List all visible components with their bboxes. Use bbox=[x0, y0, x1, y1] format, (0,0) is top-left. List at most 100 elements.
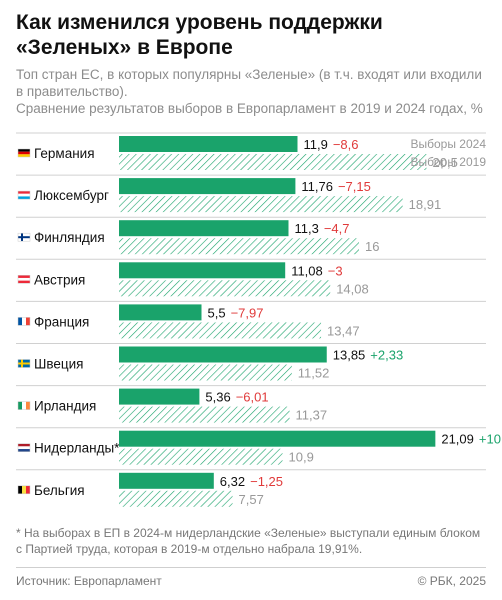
delta-label: −6,01 bbox=[236, 390, 269, 405]
chart-subtitle: Топ стран ЕС, в которых популярны «Зелен… bbox=[16, 67, 482, 99]
delta-label: −7,15 bbox=[338, 179, 371, 194]
value-label-2024: 11,3 bbox=[295, 221, 319, 236]
delta-label: −1,25 bbox=[250, 474, 283, 489]
footer-divider bbox=[16, 567, 486, 568]
bar-2019 bbox=[119, 322, 322, 339]
austria-flag-border bbox=[17, 275, 31, 284]
bar-2024 bbox=[119, 346, 327, 363]
france-flag-part bbox=[22, 317, 26, 326]
ireland-flag-part bbox=[18, 401, 22, 410]
sweden-flag-border bbox=[17, 359, 31, 368]
luxembourg-flag-part bbox=[18, 193, 30, 197]
luxembourg-flag-border bbox=[17, 190, 31, 200]
source-note: Источник: Европарламент bbox=[16, 574, 162, 588]
france-flag bbox=[17, 317, 31, 326]
finland-flag-border bbox=[17, 232, 31, 242]
bar-2024 bbox=[119, 388, 200, 405]
value-label-2019: 7,57 bbox=[239, 492, 264, 507]
bar-2019 bbox=[119, 490, 233, 507]
finland-flag-part bbox=[18, 236, 30, 239]
value-label-2019: 14,08 bbox=[336, 281, 369, 296]
sweden-flag bbox=[17, 359, 31, 368]
bar-2019 bbox=[119, 448, 283, 465]
value-label-2019: 16 bbox=[365, 239, 379, 254]
luxembourg-flag bbox=[17, 190, 31, 200]
delta-label: −7,97 bbox=[231, 305, 264, 320]
value-label-2019: 13,47 bbox=[327, 323, 360, 338]
netherlands-flag-border bbox=[17, 443, 31, 452]
category-label: Бельгия bbox=[34, 483, 85, 498]
value-label-2019: 10,9 bbox=[289, 450, 314, 465]
bar-2024 bbox=[119, 472, 214, 489]
category-label: Германия bbox=[34, 146, 95, 161]
belgium-flag-part bbox=[26, 485, 30, 494]
category-label: Нидерланды* bbox=[34, 441, 120, 456]
value-label-2024: 21,09 bbox=[441, 432, 474, 447]
value-label-2019: 18,91 bbox=[409, 197, 442, 212]
bar-2024 bbox=[119, 262, 286, 279]
bar-chart: Германия 11,9 −8,6 20,5 Люксембург 11,76 −7,15… bbox=[16, 132, 502, 507]
finland-flag bbox=[17, 232, 31, 242]
netherlands-flag-part bbox=[18, 443, 30, 447]
germany-flag-part bbox=[18, 151, 30, 155]
value-label-2024: 5,36 bbox=[205, 390, 230, 405]
netherlands-flag-part bbox=[18, 446, 30, 450]
bar-2019 bbox=[119, 364, 292, 381]
bar-2024 bbox=[119, 430, 436, 447]
value-label-2019: 11,37 bbox=[296, 408, 328, 423]
category-label: Финляндия bbox=[34, 230, 105, 245]
france-flag-part bbox=[18, 317, 22, 326]
bar-2024 bbox=[119, 136, 298, 152]
ireland-flag-part bbox=[22, 401, 26, 410]
bar-2019 bbox=[119, 280, 331, 297]
france-flag-part bbox=[26, 317, 30, 326]
delta-label: −3 bbox=[328, 263, 343, 278]
value-label-2024: 6,32 bbox=[220, 474, 245, 489]
germany-flag-part bbox=[18, 154, 30, 157]
austria-flag-part bbox=[18, 277, 30, 281]
legend-2019: Выборы 2019 bbox=[410, 155, 486, 169]
belgium-flag bbox=[17, 485, 31, 495]
legend-2024: Выборы 2024 bbox=[410, 137, 486, 151]
ireland-flag-border bbox=[17, 401, 31, 410]
delta-label: −8,6 bbox=[333, 137, 359, 152]
chart-subtitle-comparison: Сравнение результатов выборов в Европарл… bbox=[16, 101, 483, 116]
sweden-flag-part bbox=[18, 362, 30, 365]
austria-flag-part bbox=[18, 275, 30, 278]
value-label-2024: 11,9 bbox=[304, 137, 328, 152]
germany-flag-part bbox=[18, 149, 30, 152]
ireland-flag bbox=[17, 401, 31, 410]
bar-2019 bbox=[119, 406, 290, 423]
value-label-2024: 13,85 bbox=[333, 348, 366, 363]
value-label-2024: 11,76 bbox=[301, 179, 333, 194]
bar-2024 bbox=[119, 220, 289, 237]
france-flag-border bbox=[17, 317, 31, 326]
delta-label: +10,19 bbox=[479, 432, 502, 447]
category-label: Ирландия bbox=[34, 399, 96, 414]
value-label-2019: 11,52 bbox=[298, 366, 330, 381]
category-label: Швеция bbox=[34, 357, 84, 372]
delta-label: +2,33 bbox=[370, 348, 403, 363]
netherlands-flag bbox=[17, 443, 31, 452]
ireland-flag-part bbox=[26, 401, 30, 410]
belgium-flag-border bbox=[17, 485, 31, 495]
netherlands-flag-part bbox=[18, 449, 30, 452]
value-label-2024: 11,08 bbox=[291, 263, 323, 278]
value-label-2024: 5,5 bbox=[208, 305, 226, 320]
delta-label: −4,7 bbox=[324, 221, 350, 236]
bar-2019 bbox=[119, 196, 403, 213]
germany-flag bbox=[17, 148, 31, 158]
luxembourg-flag-part bbox=[18, 196, 30, 200]
footnote: * На выборах в ЕП в 2024-м нидерландские… bbox=[16, 526, 481, 556]
copyright: © РБК, 2025 bbox=[417, 574, 486, 588]
category-label: Австрия bbox=[34, 272, 85, 287]
belgium-flag-part bbox=[22, 485, 26, 494]
bar-2024 bbox=[119, 304, 202, 321]
chart-title: Как изменился уровень поддержки «Зеленых… bbox=[16, 11, 383, 59]
belgium-flag-part bbox=[18, 485, 22, 494]
category-label: Люксембург bbox=[34, 188, 109, 203]
category-label: Франция bbox=[34, 314, 89, 329]
austria-flag bbox=[17, 275, 31, 284]
bar-2019 bbox=[119, 238, 359, 255]
germany-flag-border bbox=[17, 148, 31, 158]
